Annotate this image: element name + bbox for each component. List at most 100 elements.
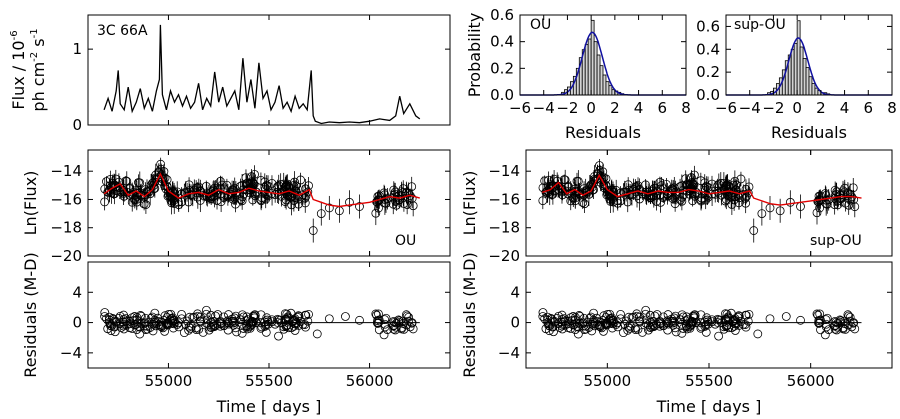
resid-point: [381, 313, 391, 323]
lnflux-ou-ylabel: Ln(Flux): [21, 171, 40, 236]
hist-bar: [790, 48, 795, 96]
lightcurve-ylabel: Flux / 10-6 ph cm-2 s-1: [9, 28, 48, 111]
y-tick-label: 0: [510, 314, 520, 332]
hist-bar: [584, 43, 589, 96]
resid-point: [830, 320, 840, 330]
y-tick-label: −14: [50, 162, 82, 180]
data-point: [236, 195, 246, 205]
resid-point: [142, 324, 152, 334]
resid-point: [257, 322, 267, 332]
resid-point: [110, 327, 120, 337]
y-tick-label: −20: [488, 247, 520, 265]
resid-point: [211, 311, 220, 321]
x-tick-label: 55000: [145, 372, 193, 390]
resid-point: [753, 329, 763, 339]
resid-point: [765, 314, 775, 324]
resid-ou-marks: [100, 305, 420, 341]
resid-point: [538, 312, 548, 321]
data-point: [282, 179, 292, 189]
data-point: [741, 198, 751, 208]
resid-point: [744, 309, 754, 319]
model-line: [103, 172, 420, 208]
hist-sup-annotation: sup-OU: [734, 17, 786, 33]
resid-point: [677, 328, 687, 338]
resid-point: [236, 315, 246, 325]
lnflux-sup-annotation: sup-OU: [810, 233, 862, 249]
resid-point: [196, 317, 206, 327]
hist-bar: [811, 83, 816, 96]
resid-point: [641, 309, 650, 319]
resid-sup-frame: [525, 261, 893, 369]
data-point: [662, 179, 671, 189]
resid-point: [611, 320, 621, 329]
resid-point: [669, 313, 679, 323]
ylabel-sup3: -1: [29, 28, 40, 38]
resid-point: [734, 321, 744, 330]
resid-ou-frame: [87, 261, 451, 369]
data-point: [290, 177, 299, 187]
resid-point: [407, 318, 417, 328]
resid-point: [251, 318, 261, 328]
data-point: [701, 195, 711, 205]
data-point: [824, 195, 834, 205]
data-point: [689, 170, 699, 180]
resid-point: [821, 319, 831, 329]
resid-point: [844, 311, 854, 321]
data-point: [156, 164, 166, 174]
data-point: [256, 196, 266, 206]
resid-point: [389, 320, 399, 330]
hist-bar: [802, 58, 807, 96]
lnflux-sup-marks: [538, 159, 862, 243]
resid-point: [399, 324, 409, 334]
hist-bar: [608, 85, 613, 96]
resid-point: [100, 308, 110, 317]
y-tick-label: −20: [50, 247, 82, 265]
y-tick-label: 0.2: [696, 63, 720, 81]
y-tick-label: 0.2: [490, 59, 514, 77]
resid-point: [217, 318, 227, 328]
resid-point: [380, 315, 390, 325]
y-tick-label: 0: [72, 314, 82, 332]
data-point: [691, 187, 701, 197]
data-point: [838, 190, 848, 200]
resid-point: [589, 308, 598, 318]
resid-point: [281, 315, 291, 324]
resid-point: [116, 323, 126, 332]
resid-point: [224, 319, 234, 329]
data-point: [316, 209, 326, 219]
resid-point: [390, 325, 400, 335]
hist-bar: [814, 87, 819, 96]
resid-point: [722, 315, 731, 324]
x-tick-label: 8: [681, 99, 691, 117]
data-point: [564, 181, 573, 191]
data-point: [296, 175, 305, 185]
y-tick-label: −14: [488, 162, 520, 180]
resid-point: [303, 316, 313, 326]
data-point: [812, 208, 822, 218]
resid-point: [110, 322, 119, 332]
resid-point: [232, 327, 241, 337]
x-tick-label: 8: [887, 99, 897, 117]
lnflux-sup-panel: −20 −18 −16 −14 sup-OU Ln(Flux): [460, 149, 893, 265]
data-point: [291, 181, 301, 191]
x-tick-label: 6: [864, 99, 874, 117]
data-point: [251, 187, 261, 197]
data-point: [174, 200, 184, 210]
resid-point: [312, 329, 322, 339]
resid-point: [781, 312, 791, 321]
x-tick-label: 6: [658, 99, 668, 117]
resid-point: [840, 324, 850, 334]
resid-point: [849, 318, 859, 328]
resid-point: [131, 320, 141, 329]
hist-ou-panel: −6 −4 −2 0 2 4 6 8 0.0 0.2 0.4 0.6 OU Probability R…: [465, 6, 691, 142]
data-point: [822, 199, 832, 209]
data-point: [241, 173, 251, 183]
resid-point: [664, 319, 673, 329]
resid-point: [380, 319, 390, 329]
resid-ou-panel: 55000 55500 56000 −4 0 4 Residuals (M-D) Time…: [21, 252, 451, 416]
hist-ou-ticks: −6 −4 −2 0 2 4 6 8 0.0 0.2 0.4 0.6: [490, 6, 691, 117]
resid-point: [734, 312, 744, 321]
resid-point: [676, 315, 685, 325]
y-tick-label: 0.6: [490, 6, 514, 24]
resid-sup-ylabel: Residuals (M-D): [460, 252, 479, 377]
